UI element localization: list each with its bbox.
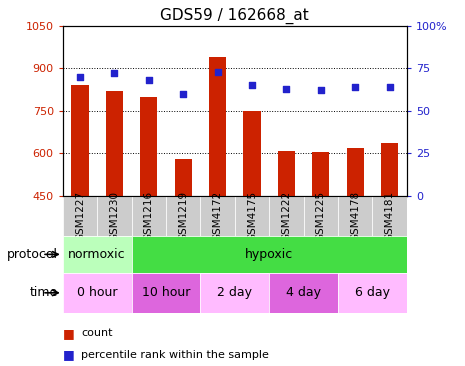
Bar	[372, 196, 407, 236]
Bar	[244, 111, 260, 196]
Point	[179, 91, 187, 97]
Text: 10 hour: 10 hour	[142, 286, 190, 299]
Point	[352, 84, 359, 90]
Text: GSM4181: GSM4181	[385, 191, 395, 241]
Bar	[140, 97, 157, 196]
Text: ■: ■	[63, 348, 74, 362]
Bar	[200, 273, 269, 313]
Bar	[269, 273, 338, 313]
Text: GSM1225: GSM1225	[316, 191, 326, 241]
Text: GSM1222: GSM1222	[281, 191, 292, 241]
Bar	[346, 147, 364, 196]
Text: GSM4178: GSM4178	[350, 191, 360, 241]
Bar	[304, 196, 338, 236]
Bar	[106, 91, 123, 196]
Text: protocol: protocol	[7, 248, 58, 261]
Bar	[200, 196, 235, 236]
Bar	[63, 196, 97, 236]
Bar	[63, 273, 132, 313]
Text: ■: ■	[63, 326, 74, 340]
Bar	[97, 196, 132, 236]
Bar	[312, 152, 329, 196]
Text: GSM1227: GSM1227	[75, 191, 85, 241]
Bar	[381, 143, 398, 196]
Bar	[166, 196, 200, 236]
Text: 2 day: 2 day	[217, 286, 252, 299]
Point	[283, 86, 290, 92]
Point	[76, 74, 84, 79]
Point	[145, 77, 153, 83]
Bar	[132, 196, 166, 236]
Text: hypoxic: hypoxic	[245, 248, 293, 261]
Text: 6 day: 6 day	[355, 286, 390, 299]
Bar	[72, 85, 88, 196]
Text: percentile rank within the sample: percentile rank within the sample	[81, 350, 269, 360]
Bar	[132, 236, 407, 273]
Bar	[209, 57, 226, 196]
Text: GSM1230: GSM1230	[109, 191, 120, 241]
Bar	[235, 196, 269, 236]
Bar	[278, 151, 295, 196]
Bar	[269, 196, 304, 236]
Point	[214, 69, 221, 75]
Text: count: count	[81, 328, 113, 338]
Text: normoxic: normoxic	[68, 248, 126, 261]
Bar	[63, 236, 132, 273]
Text: GSM4175: GSM4175	[247, 191, 257, 241]
Text: 4 day: 4 day	[286, 286, 321, 299]
Point	[248, 82, 256, 88]
Bar	[338, 196, 372, 236]
Text: 0 hour: 0 hour	[77, 286, 118, 299]
Title: GDS59 / 162668_at: GDS59 / 162668_at	[160, 8, 309, 24]
Text: GSM1219: GSM1219	[178, 191, 188, 241]
Point	[111, 70, 118, 76]
Bar	[174, 159, 192, 196]
Point	[386, 84, 393, 90]
Bar	[132, 273, 200, 313]
Text: GSM1216: GSM1216	[144, 191, 154, 241]
Bar	[338, 273, 407, 313]
Text: GSM4172: GSM4172	[213, 191, 223, 241]
Text: time: time	[30, 286, 58, 299]
Point	[317, 87, 325, 93]
